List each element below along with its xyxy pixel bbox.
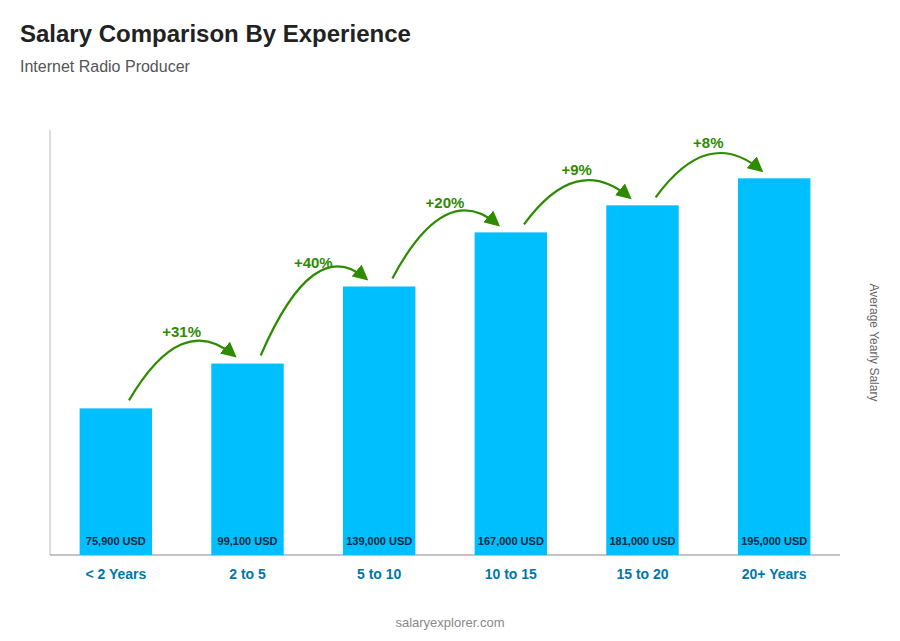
- data-label: 195,000 USD: [741, 535, 807, 547]
- bar: [738, 178, 810, 555]
- x-tick-label: 2 to 5: [229, 566, 266, 582]
- x-axis-line: [50, 555, 840, 556]
- y-axis-line: [50, 130, 51, 555]
- data-label: 167,000 USD: [478, 535, 544, 547]
- annotation: +8%: [693, 134, 723, 151]
- x-tick-label: 5 to 10: [357, 566, 402, 582]
- x-tick-label: 15 to 20: [616, 566, 668, 582]
- watermark: salaryexplorer.com: [395, 615, 504, 630]
- change-arrow: [392, 210, 497, 278]
- subtitle: Internet Radio Producer: [20, 58, 191, 75]
- y-axis-label: Average Yearly Salary: [867, 284, 881, 402]
- annotation: +40%: [294, 254, 333, 271]
- bar: [475, 232, 547, 555]
- annotation: +20%: [426, 194, 465, 211]
- data-label: 139,000 USD: [346, 535, 412, 547]
- chart: Salary Comparison By Experience Internet …: [0, 0, 900, 641]
- data-label: 75,900 USD: [86, 535, 146, 547]
- bar: [606, 205, 678, 555]
- x-tick-label: 10 to 15: [485, 566, 537, 582]
- data-label: 181,000 USD: [609, 535, 675, 547]
- bars: [80, 178, 811, 555]
- bar: [80, 408, 152, 555]
- change-arrow: [261, 266, 366, 355]
- change-arrow: [129, 341, 234, 401]
- annotation: +9%: [561, 161, 591, 178]
- x-tick-label: 20+ Years: [742, 566, 807, 582]
- annotation: +31%: [162, 323, 201, 340]
- data-label: 99,100 USD: [218, 535, 278, 547]
- bar: [211, 364, 283, 555]
- change-arrow: [524, 180, 629, 224]
- chart-container: Salary Comparison By Experience Internet …: [0, 0, 900, 641]
- title: Salary Comparison By Experience: [20, 20, 411, 47]
- change-arrow: [656, 153, 761, 197]
- x-tick-label: < 2 Years: [85, 566, 146, 582]
- bar: [343, 286, 415, 555]
